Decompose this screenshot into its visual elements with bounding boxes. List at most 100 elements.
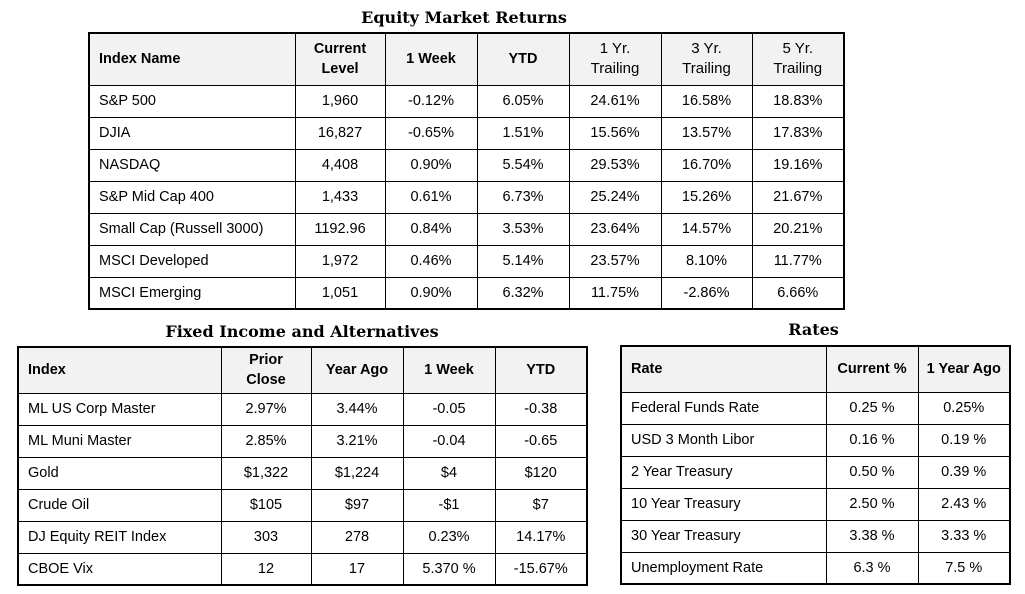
equity-cell: 6.73%	[476, 180, 570, 214]
fixed-income-cell: $1,322	[220, 456, 312, 490]
fixed-income-row: Gold $1,322 $1,224 $4 $120	[17, 456, 588, 490]
fixed-income-cell: -0.04	[402, 424, 496, 458]
rates-row: USD 3 Month Libor 0.16 % 0.19 %	[620, 423, 1011, 457]
fixed-income-cell: 5.370 %	[402, 552, 496, 586]
fixed-income-cell: -0.38	[494, 392, 588, 426]
equity-cell: MSCI Developed	[88, 244, 296, 278]
fixed-income-cell: 278	[310, 520, 404, 554]
equity-cell: 4,408	[294, 148, 386, 182]
equity-header-5-yr-trailing: 5 Yr. Trailing	[751, 32, 845, 86]
fixed-income-cell: $97	[310, 488, 404, 522]
fixed-income-cell: DJ Equity REIT Index	[17, 520, 222, 554]
fixed-income-cell: 2.97%	[220, 392, 312, 426]
equity-cell: 1,051	[294, 276, 386, 310]
equity-cell: 15.26%	[660, 180, 753, 214]
rates-cell: 0.16 %	[825, 423, 919, 457]
fixed-income-row: CBOE Vix 12 17 5.370 % -15.67%	[17, 552, 588, 586]
equity-cell: 3.53%	[476, 212, 570, 246]
equity-row: S&P 500 1,960 -0.12% 6.05% 24.61% 16.58%…	[88, 84, 845, 118]
equity-cell: 16,827	[294, 116, 386, 150]
rates-header-current: Current %	[825, 345, 919, 393]
equity-cell: -2.86%	[660, 276, 753, 310]
fixed-income-cell: 303	[220, 520, 312, 554]
fixed-income-cell: Gold	[17, 456, 222, 490]
fixed-income-cell: $7	[494, 488, 588, 522]
equity-cell: 24.61%	[568, 84, 662, 118]
rates-cell: 30 Year Treasury	[620, 519, 827, 553]
fixed-income-row: ML US Corp Master 2.97% 3.44% -0.05 -0.3…	[17, 392, 588, 426]
equity-row: S&P Mid Cap 400 1,433 0.61% 6.73% 25.24%…	[88, 180, 845, 214]
rates-cell: 2 Year Treasury	[620, 455, 827, 489]
rates-row: Unemployment Rate 6.3 % 7.5 %	[620, 551, 1011, 585]
equity-cell: 18.83%	[751, 84, 845, 118]
rates-cell: 0.39 %	[917, 455, 1011, 489]
equity-row: NASDAQ 4,408 0.90% 5.54% 29.53% 16.70% 1…	[88, 148, 845, 182]
equity-cell: 15.56%	[568, 116, 662, 150]
equity-cell: 19.16%	[751, 148, 845, 182]
fixed-income-table: Index Prior Close Year Ago 1 Week YTD ML…	[17, 346, 588, 586]
equity-header-1-yr-trailing: 1 Yr. Trailing	[568, 32, 662, 86]
rates-header-1-year-ago: 1 Year Ago	[917, 345, 1011, 393]
equity-header-row: Index Name Current Level 1 Week YTD 1 Yr…	[88, 32, 845, 86]
rates-cell: 3.33 %	[917, 519, 1011, 553]
equity-cell: 11.77%	[751, 244, 845, 278]
fixed-income-cell: 2.85%	[220, 424, 312, 458]
fixed-header-1-week: 1 Week	[402, 346, 496, 394]
fixed-header-year-ago: Year Ago	[310, 346, 404, 394]
equity-cell: 16.70%	[660, 148, 753, 182]
equity-cell: 5.54%	[476, 148, 570, 182]
equity-cell: NASDAQ	[88, 148, 296, 182]
equity-row: MSCI Emerging 1,051 0.90% 6.32% 11.75% -…	[88, 276, 845, 310]
rates-header-row: Rate Current % 1 Year Ago	[620, 345, 1011, 393]
rates-cell: 6.3 %	[825, 551, 919, 585]
equity-cell: 8.10%	[660, 244, 753, 278]
equity-cell: MSCI Emerging	[88, 276, 296, 310]
equity-header-current-level: Current Level	[294, 32, 386, 86]
equity-cell: 6.66%	[751, 276, 845, 310]
rates-cell: Unemployment Rate	[620, 551, 827, 585]
equity-row: DJIA 16,827 -0.65% 1.51% 15.56% 13.57% 1…	[88, 116, 845, 150]
equity-cell: -0.12%	[384, 84, 478, 118]
fixed-income-row: ML Muni Master 2.85% 3.21% -0.04 -0.65	[17, 424, 588, 458]
rates-table: Rate Current % 1 Year Ago Federal Funds …	[620, 345, 1011, 585]
fixed-income-cell: 3.21%	[310, 424, 404, 458]
rates-cell: 7.5 %	[917, 551, 1011, 585]
equity-cell: 0.90%	[384, 276, 478, 310]
fixed-income-cell: -0.65	[494, 424, 588, 458]
fixed-header-ytd: YTD	[494, 346, 588, 394]
fixed-header-prior-close: Prior Close	[220, 346, 312, 394]
fixed-income-cell: -15.67%	[494, 552, 588, 586]
fixed-income-cell: ML US Corp Master	[17, 392, 222, 426]
equity-cell: 0.61%	[384, 180, 478, 214]
fixed-income-cell: $105	[220, 488, 312, 522]
rates-cell: 0.50 %	[825, 455, 919, 489]
fixed-income-cell: 17	[310, 552, 404, 586]
equity-cell: 1192.96	[294, 212, 386, 246]
equity-cell: 0.46%	[384, 244, 478, 278]
rates-row: 2 Year Treasury 0.50 % 0.39 %	[620, 455, 1011, 489]
equity-cell: 14.57%	[660, 212, 753, 246]
equity-row: MSCI Developed 1,972 0.46% 5.14% 23.57% …	[88, 244, 845, 278]
fixed-income-cell: 0.23%	[402, 520, 496, 554]
equity-cell: 6.32%	[476, 276, 570, 310]
rates-cell: 0.25%	[917, 391, 1011, 425]
equity-cell: 1.51%	[476, 116, 570, 150]
equity-row: Small Cap (Russell 3000) 1192.96 0.84% 3…	[88, 212, 845, 246]
equity-cell: Small Cap (Russell 3000)	[88, 212, 296, 246]
equity-cell: 1,972	[294, 244, 386, 278]
fixed-income-cell: 14.17%	[494, 520, 588, 554]
equity-title: Equity Market Returns	[361, 8, 567, 27]
equity-cell: -0.65%	[384, 116, 478, 150]
fixed-header-index: Index	[17, 346, 222, 394]
equity-cell: 13.57%	[660, 116, 753, 150]
rates-row: Federal Funds Rate 0.25 % 0.25%	[620, 391, 1011, 425]
equity-header-1-week: 1 Week	[384, 32, 478, 86]
rates-cell: 3.38 %	[825, 519, 919, 553]
equity-cell: 0.84%	[384, 212, 478, 246]
equity-cell: 25.24%	[568, 180, 662, 214]
fixed-income-cell: -$1	[402, 488, 496, 522]
equity-cell: S&P 500	[88, 84, 296, 118]
fixed-income-cell: 3.44%	[310, 392, 404, 426]
rates-cell: 0.25 %	[825, 391, 919, 425]
equity-cell: 6.05%	[476, 84, 570, 118]
